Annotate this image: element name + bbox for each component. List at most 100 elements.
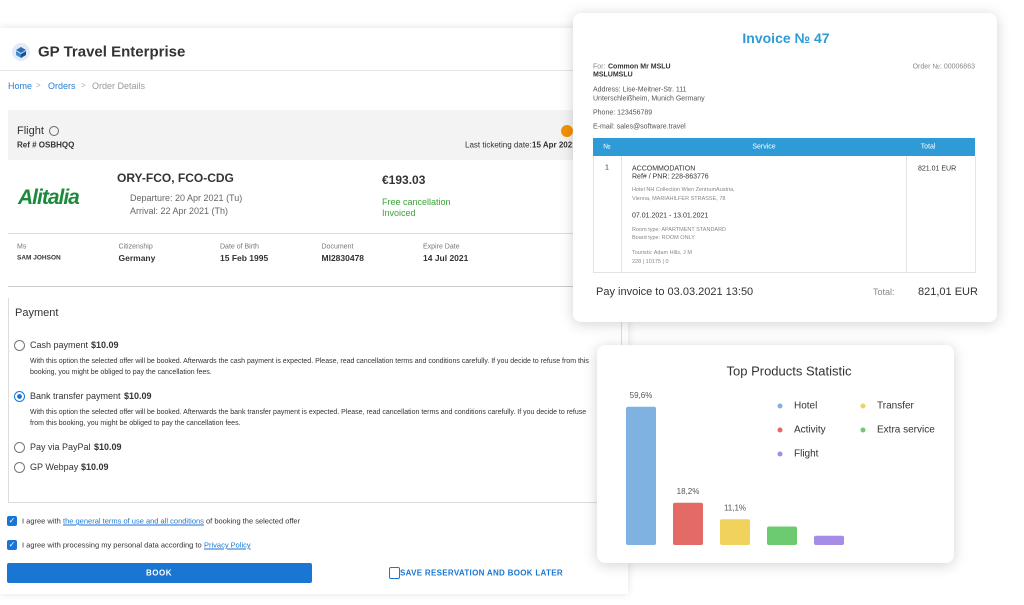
payment-option: GP Webpay bbox=[30, 462, 79, 472]
customer: Common Mr MSLU bbox=[608, 63, 671, 71]
passenger-label: Date of Birth bbox=[220, 243, 259, 251]
value-label: 11,1% bbox=[724, 503, 746, 512]
invoice-title: Invoice № 47 bbox=[742, 30, 830, 46]
bar bbox=[626, 406, 656, 545]
book-button[interactable]: BOOK bbox=[146, 568, 172, 578]
table-header bbox=[593, 138, 975, 156]
payment-title: Payment bbox=[15, 307, 59, 319]
status-dot bbox=[561, 125, 573, 137]
service-line: 07.01.2021 - 13.01.2021 bbox=[632, 212, 709, 220]
legend-dot bbox=[777, 427, 783, 433]
customer2: MSLUMSLU bbox=[593, 71, 633, 79]
value-label: 18,2% bbox=[677, 487, 700, 496]
pay-until: Pay invoice to 03.03.2021 13:50 bbox=[596, 286, 754, 298]
payment-option: Bank transfer payment bbox=[30, 391, 121, 401]
breadcrumb-link[interactable]: Orders bbox=[48, 81, 76, 91]
flight-card bbox=[8, 160, 580, 287]
passenger-value: MI2830478 bbox=[321, 253, 365, 263]
total-label: Total: bbox=[873, 287, 895, 297]
value-label: 59,6% bbox=[630, 391, 653, 400]
payment-option: Pay via PayPal bbox=[30, 442, 91, 452]
legend-dot bbox=[860, 403, 866, 409]
logo-icon bbox=[12, 43, 30, 61]
divider bbox=[8, 233, 580, 234]
for-label: For: bbox=[593, 63, 606, 71]
flight-header-bg bbox=[8, 110, 580, 160]
table-header-cell: Service bbox=[752, 143, 776, 151]
passenger-value: SAM JOHSON bbox=[17, 254, 61, 262]
agreement-text: I agree with processing my personal data… bbox=[22, 540, 202, 550]
passenger-label: Ms bbox=[17, 243, 27, 251]
airline-logo: Alitalia bbox=[18, 186, 80, 209]
route: ORY-FCO, FCO-CDG bbox=[117, 171, 234, 185]
table-body bbox=[593, 156, 976, 273]
invoice-city: Unterschleißheim, Munich Germany bbox=[593, 95, 705, 103]
radio[interactable] bbox=[14, 442, 25, 453]
invoice-email: E-mail: sales@software.travel bbox=[593, 123, 686, 131]
chart-title: Top Products Statistic bbox=[727, 363, 852, 378]
legend-label: Extra service bbox=[877, 425, 935, 436]
payment-description: With this option the selected offer will… bbox=[30, 409, 587, 427]
radio[interactable] bbox=[14, 340, 25, 351]
legend-label: Transfer bbox=[877, 401, 915, 412]
service-line: Room type: APARTMENT STANDARD bbox=[632, 227, 727, 233]
breadcrumb-sep: > bbox=[81, 81, 86, 90]
cancellation: Free cancellation bbox=[382, 197, 451, 207]
agreement-link[interactable]: Privacy Policy bbox=[204, 540, 251, 550]
passenger-value: 15 Feb 1995 bbox=[220, 253, 269, 263]
bar bbox=[720, 519, 750, 545]
legend-label: Hotel bbox=[794, 401, 817, 412]
passenger-label: Document bbox=[321, 243, 354, 251]
book-button[interactable] bbox=[7, 563, 312, 583]
ticketing-label: Last ticketing date: bbox=[465, 140, 532, 150]
save-button[interactable]: SAVE RESERVATION AND BOOK LATER bbox=[400, 568, 563, 578]
agreement-link[interactable]: the general terms of use and all conditi… bbox=[63, 516, 204, 526]
passenger-value: 14 Jul 2021 bbox=[423, 253, 469, 263]
service-line: Ref# / PNR: 228-863776 bbox=[632, 173, 709, 181]
breadcrumb-link[interactable]: Home bbox=[8, 81, 33, 91]
passenger-label: Expire Date bbox=[423, 243, 460, 251]
table-header-cell: № bbox=[603, 143, 611, 151]
flight-title: Flight bbox=[17, 125, 44, 137]
col-line bbox=[621, 156, 622, 272]
checkbox[interactable]: ✓ bbox=[7, 516, 17, 526]
order-no: Order №: 00006863 bbox=[912, 63, 975, 71]
bar bbox=[814, 535, 844, 545]
service-line: Board type: ROOM ONLY bbox=[632, 235, 695, 241]
service-line: Tourists: Adam Hills, J M bbox=[632, 250, 692, 256]
col-line bbox=[906, 156, 907, 272]
breadcrumb-current: Order Details bbox=[92, 81, 146, 91]
radio[interactable] bbox=[14, 462, 25, 473]
passenger-label: Citizenship bbox=[118, 243, 153, 251]
row-number: 1 bbox=[605, 164, 609, 172]
service-line: Hotel NH Collection Wien ZentrumAustria, bbox=[632, 187, 735, 193]
header-line bbox=[0, 70, 628, 71]
legend-label: Activity bbox=[794, 425, 826, 436]
checkbox[interactable]: ✓ bbox=[7, 540, 17, 550]
arrival: Arrival: 22 Apr 2021 (Th) bbox=[130, 206, 229, 216]
service-line: 228 | 10175 | 0 bbox=[632, 259, 669, 265]
save-icon bbox=[389, 567, 400, 579]
invoice-total: 821,01 EUR bbox=[918, 286, 978, 298]
payment-amount: $10.09 bbox=[81, 462, 109, 472]
payment-option: Cash payment bbox=[30, 340, 89, 350]
agreement-text: of booking the selected offer bbox=[206, 516, 301, 526]
departure: Departure: 20 Apr 2021 (Tu) bbox=[130, 193, 243, 203]
table-header-cell: Total bbox=[920, 143, 936, 151]
info-icon bbox=[49, 126, 59, 136]
invoice-address: Address: Lise-Meitner-Str. 111 bbox=[593, 86, 687, 94]
price: €193.03 bbox=[382, 173, 426, 187]
legend-label: Flight bbox=[794, 449, 819, 460]
brand: GP Travel Enterprise bbox=[38, 43, 186, 61]
flight-ref: Ref # OSBHQQ bbox=[17, 140, 75, 150]
ticketing-date: 15 Apr 2021 bbox=[532, 140, 577, 150]
service-line: ACCOMMODATION bbox=[632, 165, 696, 173]
bar bbox=[673, 502, 703, 545]
status: Invoiced bbox=[382, 208, 416, 218]
invoice-card bbox=[573, 13, 997, 322]
payment-amount: $10.09 bbox=[94, 442, 122, 452]
radio[interactable] bbox=[14, 391, 25, 402]
row-total: 821.01 EUR bbox=[918, 165, 957, 173]
invoice-phone: Phone: 123456789 bbox=[593, 109, 653, 117]
passenger-value: Germany bbox=[118, 253, 156, 263]
